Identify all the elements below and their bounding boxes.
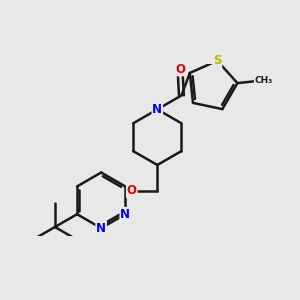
Text: N: N [152, 103, 162, 116]
Text: S: S [213, 54, 222, 67]
Text: CH₃: CH₃ [255, 76, 273, 85]
Text: N: N [120, 208, 130, 221]
Text: N: N [96, 222, 106, 235]
Text: O: O [175, 63, 185, 76]
Text: O: O [127, 184, 137, 197]
